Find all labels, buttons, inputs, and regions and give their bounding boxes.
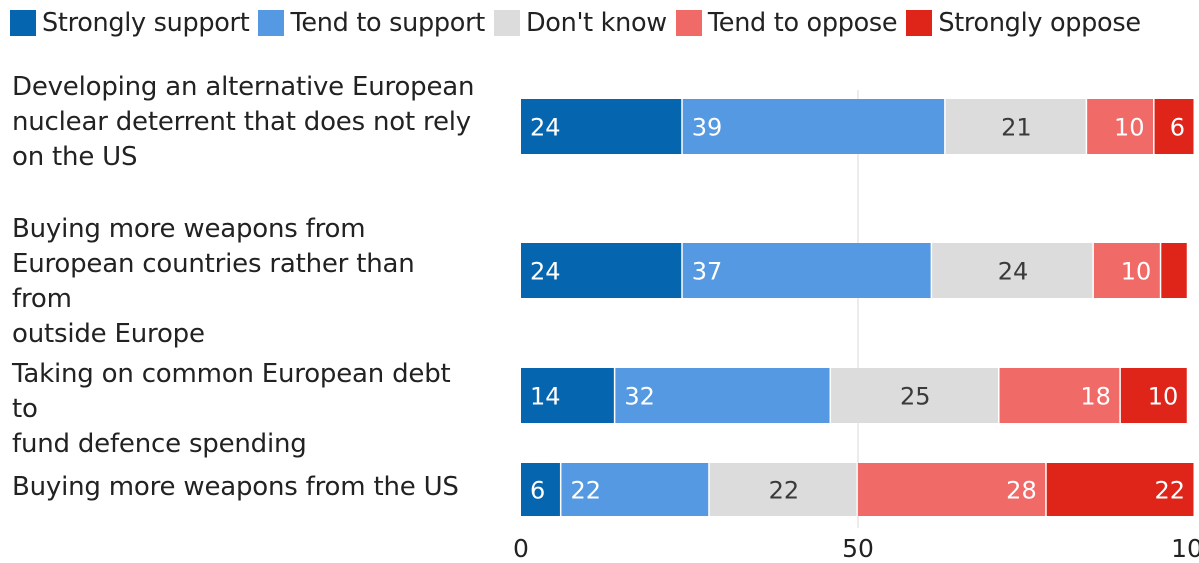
- row-label-us-weapons: Buying more weapons from the US: [12, 470, 482, 505]
- row-label-line: Buying more weapons from: [12, 214, 366, 244]
- row-label-line: Taking on common European debt to: [12, 359, 451, 424]
- row-label-line: European countries rather than from: [12, 249, 415, 314]
- row-label-line: Buying more weapons from the US: [12, 472, 459, 502]
- legend-label: Tend to oppose: [707, 8, 898, 38]
- bar-segment: [858, 463, 1046, 516]
- row-label-line: nuclear deterrent that does not rely: [12, 107, 471, 137]
- data-label: 24: [530, 114, 561, 142]
- legend-swatch: [258, 10, 285, 36]
- row-label-common-debt: Taking on common European debt to fund d…: [12, 357, 482, 462]
- x-tick-label: 100: [1171, 534, 1199, 563]
- data-label: 22: [1154, 477, 1185, 505]
- bar-segment: [1120, 368, 1187, 423]
- bar-segment: [561, 463, 709, 516]
- chart-legend: Strongly support Tend to support Don't k…: [10, 6, 1150, 40]
- legend-item-strongly-oppose: Strongly oppose: [906, 8, 1141, 38]
- data-label: 25: [900, 383, 931, 411]
- legend-item-strongly-support: Strongly support: [10, 8, 250, 38]
- data-label: 24: [530, 258, 561, 286]
- bar-segment: [521, 368, 614, 423]
- data-label: 24: [998, 258, 1029, 286]
- row-label-line: outside Europe: [12, 319, 205, 349]
- bar-segment: [831, 368, 999, 423]
- data-label: 10: [1148, 383, 1179, 411]
- data-label: 32: [624, 383, 655, 411]
- data-label: 22: [570, 477, 601, 505]
- legend-label: Strongly support: [42, 8, 250, 38]
- data-label: 10: [1114, 114, 1145, 142]
- data-label: 37: [692, 258, 723, 286]
- row-label-line: on the US: [12, 142, 138, 172]
- bar-segment: [1093, 243, 1160, 298]
- row-label-nuclear-deterrent: Developing an alternative European nucle…: [12, 70, 482, 175]
- legend-swatch: [10, 10, 36, 36]
- row-label-line: fund defence spending: [12, 429, 307, 459]
- bar-segment: [709, 463, 857, 516]
- bar-segment: [521, 99, 682, 154]
- bar-segment: [682, 99, 945, 154]
- bar-segment: [1154, 99, 1194, 154]
- x-tick-label: 0: [513, 534, 529, 563]
- data-label: 6: [530, 477, 545, 505]
- bar-segment: [945, 99, 1086, 154]
- data-label: 28: [1006, 477, 1037, 505]
- data-label: 39: [692, 114, 723, 142]
- bar-segment: [1087, 99, 1154, 154]
- legend-label: Tend to support: [290, 8, 485, 38]
- data-label: 14: [530, 383, 561, 411]
- data-label: 10: [1121, 258, 1152, 286]
- legend-item-tend-to-support: Tend to support: [258, 8, 485, 38]
- legend-item-tend-to-oppose: Tend to oppose: [675, 8, 898, 38]
- bar-segment: [999, 368, 1120, 423]
- bar-segment: [521, 463, 560, 516]
- bar-segment: [682, 243, 931, 298]
- row-label-line: Developing an alternative European: [12, 72, 475, 102]
- legend-swatch: [675, 10, 702, 36]
- legend-label: Don't know: [525, 8, 667, 38]
- data-label: 18: [1080, 383, 1111, 411]
- bar-segment: [521, 243, 682, 298]
- bar-segment: [932, 243, 1093, 298]
- bar-segment: [1046, 463, 1194, 516]
- legend-item-dont-know: Don't know: [493, 8, 667, 38]
- row-label-european-weapons: Buying more weapons from European countr…: [12, 212, 482, 352]
- data-label: 6: [1170, 114, 1185, 142]
- bar-segment: [1161, 243, 1187, 298]
- bar-segment: [615, 368, 830, 423]
- data-label: 22: [769, 477, 800, 505]
- legend-swatch: [493, 10, 520, 36]
- x-tick-label: 50: [842, 534, 874, 563]
- legend-swatch: [906, 10, 933, 36]
- legend-label: Strongly oppose: [938, 8, 1141, 38]
- data-label: 21: [1001, 114, 1032, 142]
